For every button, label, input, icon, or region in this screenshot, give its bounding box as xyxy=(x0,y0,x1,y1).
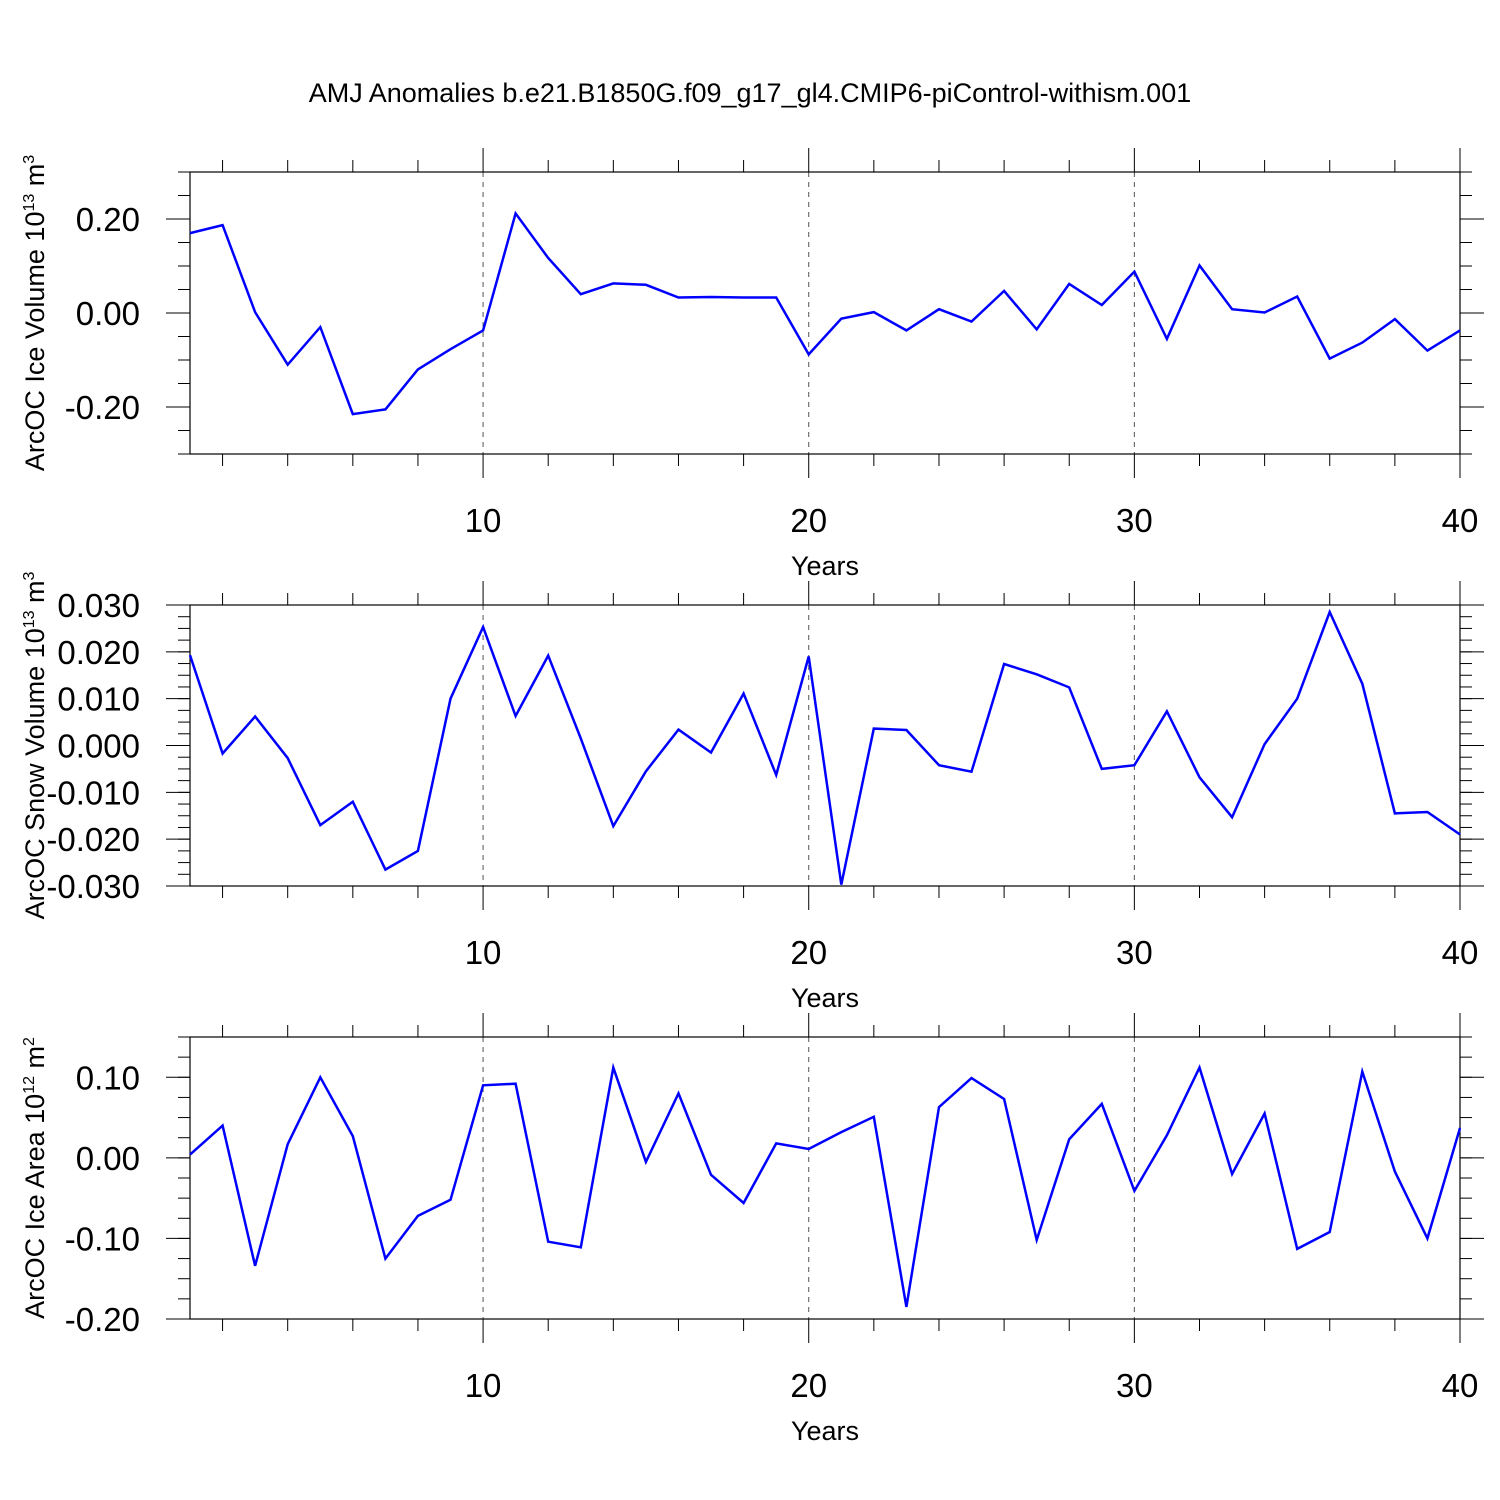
x-tick-label: 30 xyxy=(1116,1367,1153,1404)
x-tick-label: 20 xyxy=(790,934,827,971)
series-line xyxy=(188,608,1461,885)
plot-frame xyxy=(189,171,1461,455)
series-line xyxy=(189,210,1461,416)
x-tick-label: 30 xyxy=(1116,502,1153,539)
y-tick-label: 0.00 xyxy=(76,1140,140,1177)
y-tick-label: -0.20 xyxy=(65,1301,140,1338)
x-tick-label: 10 xyxy=(465,934,502,971)
x-axis-title: Years xyxy=(791,1416,859,1446)
y-tick-label: -0.030 xyxy=(46,868,140,905)
plot-frame xyxy=(189,1036,1461,1320)
chart-title: AMJ Anomalies b.e21.B1850G.f09_g17_gl4.C… xyxy=(308,78,1192,108)
y-tick-label: 0.010 xyxy=(57,681,140,718)
plot-frame xyxy=(189,604,1461,887)
y-tick-label: -0.020 xyxy=(46,821,140,858)
x-tick-label: 40 xyxy=(1442,1367,1479,1404)
y-tick-label: -0.20 xyxy=(65,389,140,426)
x-tick-label: 10 xyxy=(465,1367,502,1404)
y-tick-label: -0.10 xyxy=(65,1220,140,1257)
x-tick-label: 20 xyxy=(790,502,827,539)
x-axis-title: Years xyxy=(791,983,859,1013)
y-tick-label: -0.010 xyxy=(46,774,140,811)
y-tick-label: 0.10 xyxy=(76,1059,140,1096)
x-tick-label: 30 xyxy=(1116,934,1153,971)
y-axis-title: ArcOC Ice Volume 1013 m3 xyxy=(20,155,50,471)
y-tick-label: 0.20 xyxy=(76,201,140,238)
plot-panel-1: 10 20 30 40 -0.20 0.00 0.20 Years ArcOC Ice Volu… xyxy=(20,148,1484,581)
x-tick-label: 40 xyxy=(1442,502,1479,539)
x-tick-label: 20 xyxy=(790,1367,827,1404)
x-tick-label: 40 xyxy=(1442,934,1479,971)
x-tick-label: 10 xyxy=(465,502,502,539)
y-axis-title: ArcOC Snow Volume 1013 m3 xyxy=(20,571,50,919)
y-tick-label: 0.030 xyxy=(57,587,140,624)
x-axis-title: Years xyxy=(791,551,859,581)
y-axis-title: ArcOC Ice Area 1012 m2 xyxy=(20,1037,50,1319)
series-line xyxy=(189,1062,1462,1308)
plot-panel-2: 10 20 30 40 -0.030 -0.020 -0.010 0.000 0.010 0.02… xyxy=(20,571,1484,1013)
y-tick-label: 0.020 xyxy=(57,634,140,671)
y-tick-label: 0.000 xyxy=(57,728,140,765)
y-tick-label: 0.00 xyxy=(76,295,140,332)
plot-panel-3: 10 20 30 40 -0.20 -0.10 0.00 0.10 Years ArcOC Ice… xyxy=(20,1013,1484,1446)
